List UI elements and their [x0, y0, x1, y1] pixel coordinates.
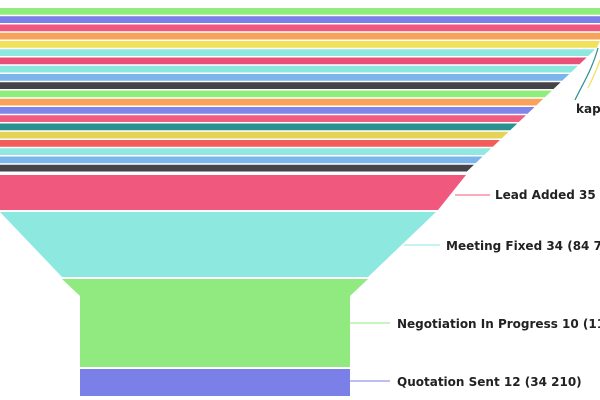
stage-label-quotation-sent: Quotation Sent 12 (34 210) [397, 375, 582, 389]
funnel-top-stripes [0, 8, 600, 172]
funnel-stripe [0, 90, 552, 98]
curved-connector [587, 59, 600, 89]
funnel-stripe [0, 41, 600, 48]
funnel-stripe [0, 24, 600, 32]
funnel-stripe [0, 98, 544, 106]
funnel-stripe [0, 57, 587, 65]
funnel-stripe [0, 49, 596, 56]
stage-labels: Lead Added 35 (48 Meeting Fixed 34 (84 7… [397, 102, 600, 389]
funnel-stages [0, 175, 466, 396]
funnel-stage-negotiation-in-progress [62, 279, 368, 367]
funnel-stripe [0, 140, 500, 147]
funnel-stripe [0, 82, 561, 89]
funnel-stripe [0, 164, 474, 172]
funnel-stage-quotation-sent [80, 369, 350, 396]
funnel-stripe [0, 115, 526, 122]
partial-stage-label: kapt [576, 102, 600, 116]
label-connectors [350, 47, 600, 382]
stage-label-negotiation: Negotiation In Progress 10 (116 000) [397, 317, 600, 331]
funnel-stripe [0, 8, 600, 15]
funnel-stage-lead-added [0, 175, 466, 210]
funnel-stripe [0, 107, 535, 114]
funnel-stripe [0, 156, 483, 164]
stage-label-lead-added: Lead Added 35 (48 [495, 188, 600, 202]
funnel-stripe [0, 148, 492, 155]
funnel-stripe [0, 65, 578, 73]
stage-label-meeting-fixed: Meeting Fixed 34 (84 709) [446, 239, 600, 253]
funnel-stage-meeting-fixed [0, 212, 436, 277]
funnel-stripe [0, 16, 600, 23]
funnel-stripe [0, 123, 518, 131]
funnel-stripe [0, 131, 509, 139]
funnel-stripe [0, 32, 600, 40]
funnel-stripe [0, 74, 570, 81]
curved-connector [574, 47, 599, 101]
